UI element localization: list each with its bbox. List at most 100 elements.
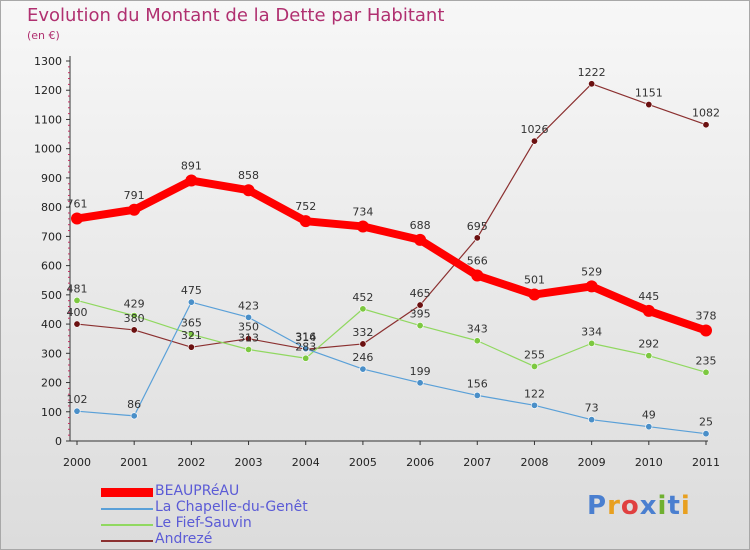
data-point [588,416,596,424]
data-point [471,269,484,282]
data-label: 395 [410,308,431,321]
data-point [299,215,312,228]
data-label: 445 [638,290,659,303]
x-tick-label: 2009 [578,456,606,469]
data-point [302,345,310,353]
data-point [645,352,653,360]
data-point [642,304,655,317]
y-tick-label: 800 [41,201,62,214]
data-label: 734 [352,205,373,218]
legend-label: La Chapelle-du-Genêt [155,499,308,515]
logo-letter: o [620,491,640,521]
legend-label: BEAUPRéAU [155,483,240,499]
data-point [128,203,141,216]
data-point [702,121,710,129]
data-point [416,322,424,330]
legend-swatch-andreze [101,540,153,542]
data-point [356,220,369,233]
logo-letter: P [587,491,608,521]
data-label: 452 [352,291,373,304]
data-label: 332 [352,326,373,339]
data-point [530,362,538,370]
data-point [585,280,598,293]
series-line [76,299,707,373]
data-label: 73 [585,402,599,415]
data-label: 752 [295,200,316,213]
data-point [588,339,596,347]
data-label: 761 [67,198,88,211]
y-tick-label: 300 [41,347,62,360]
data-point [530,401,538,409]
legend-swatch-le-fief-sauvin [101,524,153,526]
data-point [416,301,424,309]
x-tick-label: 2001 [120,456,148,469]
data-label: 688 [410,219,431,232]
data-label: 1151 [635,87,663,100]
data-label: 314 [295,331,316,344]
data-label: 1026 [520,123,548,136]
data-point [359,305,367,313]
y-tick-label: 1200 [34,84,62,97]
logo-letter: i [657,491,668,521]
data-label: 350 [238,321,259,334]
logo-letter: i [680,491,691,521]
logo-letter: x [639,491,658,521]
data-point [245,346,253,354]
data-point [242,184,255,197]
data-label: 465 [410,287,431,300]
x-tick-label: 2007 [463,456,491,469]
legend-swatch-la-chapelle-du-genet [101,508,153,510]
data-label: 283 [295,340,316,353]
data-label: 481 [67,282,88,295]
data-point [473,234,481,242]
legend-swatch-beaupreau [101,488,153,497]
data-point [187,298,195,306]
chart-unit-label: (en €) [27,29,60,42]
data-point [645,423,653,431]
data-point [302,354,310,362]
data-point [73,320,81,328]
data-label: 199 [410,365,431,378]
data-label: 313 [238,332,259,345]
data-label: 292 [638,338,659,351]
y-tick-label: 400 [41,318,62,331]
data-point [473,337,481,345]
data-point [130,326,138,334]
y-tick-label: 200 [41,377,62,390]
legend-label: Andrezé [155,531,213,547]
data-label: 235 [696,354,717,367]
data-point [130,312,138,320]
data-label: 1082 [692,107,720,120]
x-tick-label: 2005 [349,456,377,469]
data-label: 380 [124,312,145,325]
logo-letter: r [607,491,621,521]
x-tick-label: 2003 [235,456,263,469]
data-label: 891 [181,160,202,173]
data-point [702,368,710,376]
x-tick-label: 2000 [63,456,91,469]
data-label: 429 [124,298,145,311]
data-label: 49 [642,409,656,422]
data-point [359,340,367,348]
y-tick-label: 0 [55,435,62,448]
data-point [416,379,424,387]
data-label: 695 [467,220,488,233]
data-label: 365 [181,316,202,329]
data-label: 25 [699,416,713,429]
data-label: 1222 [578,66,606,79]
x-tick-label: 2004 [292,456,320,469]
data-label: 378 [696,310,717,323]
data-point [73,407,81,415]
x-tick-label: 2006 [406,456,434,469]
data-point [71,212,83,225]
data-label: 255 [524,348,545,361]
x-tick-label: 2011 [692,456,720,469]
y-tick-label: 100 [41,406,62,419]
y-tick-label: 500 [41,289,62,302]
data-point [702,430,710,438]
y-tick-label: 1100 [34,113,62,126]
data-label: 343 [467,323,488,336]
data-label: 566 [467,255,488,268]
x-tick-label: 2002 [177,456,205,469]
data-label: 791 [124,189,145,202]
